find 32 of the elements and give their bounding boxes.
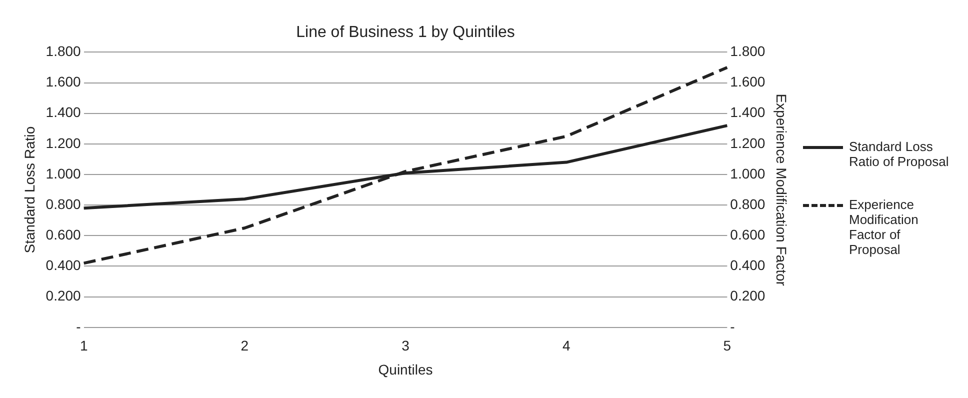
y-tick-label: 0.800: [46, 196, 82, 212]
x-axis-title: Quintiles: [378, 361, 433, 378]
y2-tick-label: 0.200: [730, 288, 766, 304]
y2-tick-label: 1.800: [730, 43, 766, 60]
y2-tick-label: 1.400: [730, 104, 766, 120]
y-tick-label: 1.600: [46, 74, 82, 90]
legend-label: Experience Modification Factor of Proposal: [849, 197, 920, 257]
y-tick-label: 1.200: [46, 134, 82, 151]
x-tick-label: 2: [240, 338, 249, 354]
legend-label: Standard Loss Ratio of Proposal: [849, 139, 949, 169]
y2-axis-title: Experience Modification Factor: [774, 94, 790, 286]
y2-tick-label: -: [730, 318, 736, 334]
x-tick-label: 3: [402, 338, 410, 354]
y-tick-label: 1.800: [46, 43, 82, 60]
y-tick-label: -: [76, 318, 82, 334]
y2-tick-label: 0.800: [730, 196, 766, 212]
y-axis-title: Standard Loss Ratio: [21, 126, 38, 254]
y-tick-label: 1.000: [46, 165, 82, 182]
y2-tick-label: 1.000: [730, 165, 766, 182]
y2-tick-label: 1.200: [730, 134, 766, 151]
x-tick-label: 5: [723, 338, 732, 354]
y2-tick-label: 0.400: [730, 257, 766, 274]
y2-tick-label: 0.600: [730, 226, 766, 243]
x-tick-label: 1: [80, 338, 88, 354]
x-tick-label: 4: [562, 338, 570, 354]
y-tick-label: 0.400: [46, 257, 82, 274]
y-tick-label: 1.400: [46, 104, 82, 120]
y-tick-label: 0.200: [46, 288, 82, 304]
y2-tick-label: 1.600: [730, 74, 766, 90]
chart-title: Line of Business 1 by Quintiles: [296, 24, 515, 42]
line-series: [82, 66, 729, 265]
y-tick-label: 0.600: [46, 226, 82, 243]
